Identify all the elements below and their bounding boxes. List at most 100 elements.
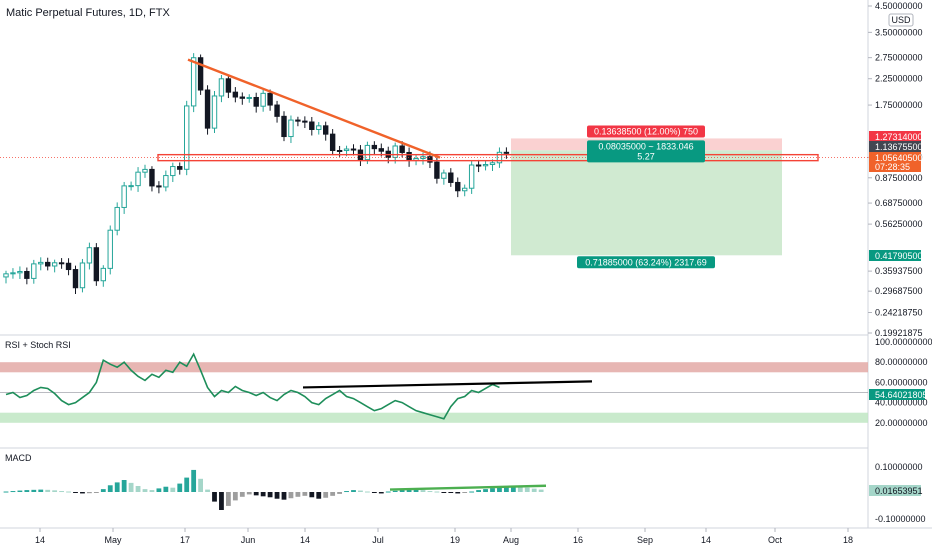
macd-bar xyxy=(232,492,238,501)
macd-bar xyxy=(52,490,58,492)
macd-bar xyxy=(302,492,308,496)
macd-trendline xyxy=(389,484,547,491)
entry-label-bg xyxy=(587,140,705,163)
macd-bar xyxy=(538,489,544,492)
candle xyxy=(503,147,510,159)
pane-frames xyxy=(0,0,932,529)
rsi-tick-label: 20.00000000 xyxy=(875,418,928,428)
macd-bar xyxy=(497,487,502,492)
candle-body xyxy=(482,164,489,167)
price-tag: 1.05640500 xyxy=(869,152,923,163)
time-tick-label: 14 xyxy=(35,535,45,545)
macd-pane-title: MACD xyxy=(5,453,32,463)
candle xyxy=(79,258,86,293)
candle-body xyxy=(65,262,72,271)
candle xyxy=(260,88,266,112)
macd-bar xyxy=(219,492,224,510)
macd-bar xyxy=(212,492,217,502)
candle-body xyxy=(455,181,461,192)
candle-body xyxy=(406,151,412,161)
candle-body xyxy=(295,119,301,122)
price-tag-bg xyxy=(869,141,921,152)
candle-body xyxy=(281,115,287,138)
candle xyxy=(211,90,218,133)
rsi-axis[interactable]: 100.00000000 80.00000000 60.00000000 40.000… xyxy=(869,337,932,428)
candle-body xyxy=(3,273,9,278)
candle xyxy=(225,74,232,99)
macd-bar xyxy=(406,489,412,492)
candle-body xyxy=(114,206,120,231)
candle xyxy=(448,168,454,187)
macd-tick-label: -0.10000000 xyxy=(875,514,926,524)
candle-body xyxy=(58,262,65,265)
candle-body xyxy=(86,247,93,264)
macd-bar xyxy=(413,489,419,492)
rsi-tick-label: 60.00000000 xyxy=(875,377,928,387)
price-tick-label: 3.50000000 xyxy=(875,27,923,37)
candle-body xyxy=(142,168,148,173)
candle xyxy=(232,87,239,103)
macd-bar xyxy=(399,490,405,492)
candle-body xyxy=(371,144,378,150)
macd-bar xyxy=(177,483,183,492)
macd-bar xyxy=(358,490,363,492)
candle-body xyxy=(309,121,315,130)
macd-bar xyxy=(378,492,384,494)
time-axis[interactable]: 14 May 17 Jun 14 Jul 19 Aug 16 Sep 14 Oct 18 xyxy=(35,528,853,545)
macd-bar xyxy=(253,492,259,496)
macd-bar xyxy=(205,489,210,492)
macd-bar xyxy=(524,487,530,492)
candle xyxy=(434,157,440,184)
macd-bar xyxy=(198,478,203,492)
price-tag-label: 1.27314000 xyxy=(875,132,923,142)
macd-bar xyxy=(156,488,162,492)
candle-body xyxy=(100,267,106,282)
target-label: 0.71885000 (63.24%) 2317.69 xyxy=(577,256,715,269)
candle-body xyxy=(149,168,155,187)
candle-body xyxy=(31,263,37,279)
macd-bar xyxy=(365,491,370,493)
macd-bar xyxy=(288,492,294,499)
price-tick-label: 0.29687500 xyxy=(875,286,923,296)
macd-bar xyxy=(107,485,113,492)
macd-bar xyxy=(260,492,266,497)
take-profit-zone xyxy=(511,150,782,256)
candle-body xyxy=(274,104,280,117)
macd-tick-label: 0.10000000 xyxy=(875,462,923,472)
price-tag-bg xyxy=(869,250,921,261)
candle-body xyxy=(128,185,134,188)
currency-badge[interactable]: USD xyxy=(888,13,914,27)
macd-bar xyxy=(274,492,280,499)
candle xyxy=(142,164,148,178)
macd-bar xyxy=(427,491,433,493)
candle-body xyxy=(79,262,86,289)
macd-last-tag: 0.01653951 xyxy=(869,485,923,496)
macd-bar xyxy=(73,492,78,493)
candle xyxy=(17,266,23,279)
rsi-pane[interactable] xyxy=(0,352,868,423)
price-pane[interactable]: 0.13638500 (12.00%) 750 0.08035000 ~ 1833… xyxy=(0,53,868,295)
time-tick-label: Jul xyxy=(372,535,384,545)
macd-pane[interactable] xyxy=(3,469,547,510)
candle-body xyxy=(51,262,58,267)
price-axis[interactable]: 4.50000000 3.50000000 2.75000000 2.25000000… xyxy=(868,1,923,338)
candle-body xyxy=(239,96,246,99)
candle-body xyxy=(107,229,113,269)
macd-bar xyxy=(59,491,64,493)
macd-bar xyxy=(309,492,315,498)
candle-body xyxy=(462,187,468,192)
macd-bar xyxy=(239,492,245,497)
rsi-band-oversold xyxy=(0,412,868,423)
stop-label-text: 0.13638500 (12.00%) 750 xyxy=(594,126,698,136)
rsi-last-tag: 54.64021805 xyxy=(869,389,928,400)
candle-body xyxy=(392,145,398,158)
time-tick-label: 17 xyxy=(180,535,190,545)
candle xyxy=(163,170,169,192)
candle xyxy=(38,257,44,271)
candle-body xyxy=(350,148,357,151)
candle xyxy=(45,257,51,271)
candle xyxy=(24,267,30,285)
macd-axis[interactable]: 0.10000000 -0.10000000 0.01653951 xyxy=(869,462,926,524)
candles xyxy=(3,53,510,295)
